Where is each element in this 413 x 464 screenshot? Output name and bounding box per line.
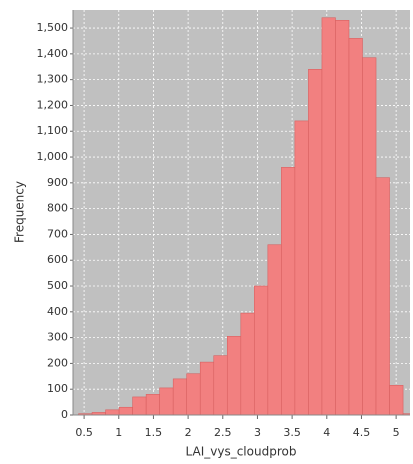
x-tick-label: 4.5	[353, 426, 371, 439]
x-tick-label: 2	[185, 426, 192, 439]
y-tick-label: 1,000	[37, 150, 69, 163]
bar	[105, 409, 120, 415]
y-tick-label: 1,400	[37, 47, 69, 60]
y-tick-label: 600	[47, 253, 68, 266]
bar	[254, 285, 269, 415]
bar	[294, 120, 309, 415]
y-tick-label: 500	[47, 279, 68, 292]
y-tick-label: 1,200	[37, 98, 69, 111]
x-tick-label: 4	[323, 426, 330, 439]
bar	[389, 385, 404, 415]
y-tick-label: 1,100	[37, 124, 69, 137]
y-tick-label: 1,300	[37, 73, 69, 86]
x-tick-label: 3.5	[283, 426, 301, 439]
y-tick-label: 400	[47, 305, 68, 318]
y-tick-label: 800	[47, 202, 68, 215]
bar	[213, 355, 228, 415]
bar	[226, 336, 242, 415]
y-tick-label: 700	[47, 227, 68, 240]
x-tick-label: 5	[393, 426, 400, 439]
y-tick-label: 900	[47, 176, 68, 189]
bar	[118, 406, 133, 415]
y-tick-label: 0	[61, 408, 68, 421]
bar	[281, 167, 296, 415]
bar	[132, 396, 147, 415]
x-tick-label: 1	[115, 426, 122, 439]
bar	[335, 20, 350, 415]
bar	[199, 361, 215, 415]
bar	[186, 373, 201, 415]
bar	[172, 378, 188, 415]
bar	[348, 38, 363, 415]
y-tick-label: 1,500	[37, 21, 69, 34]
bar	[267, 244, 282, 415]
bar	[240, 312, 255, 415]
bar	[321, 17, 336, 415]
bar	[145, 394, 160, 415]
x-tick-label: 3	[254, 426, 261, 439]
x-tick-label: 0.5	[75, 426, 93, 439]
x-axis-label: LAI_vys_cloudprob	[186, 445, 297, 459]
x-tick-label: 1.5	[145, 426, 163, 439]
x-tick-label: 2.5	[214, 426, 232, 439]
y-tick-label: 300	[47, 331, 68, 344]
bars	[78, 17, 410, 415]
bar	[402, 413, 410, 415]
bar	[159, 387, 174, 415]
y-tick-label: 200	[47, 356, 68, 369]
bar	[308, 69, 323, 415]
bar	[375, 177, 390, 415]
y-tick-label: 100	[47, 382, 68, 395]
bar	[362, 57, 377, 415]
y-axis-label: Frequency	[13, 181, 27, 243]
